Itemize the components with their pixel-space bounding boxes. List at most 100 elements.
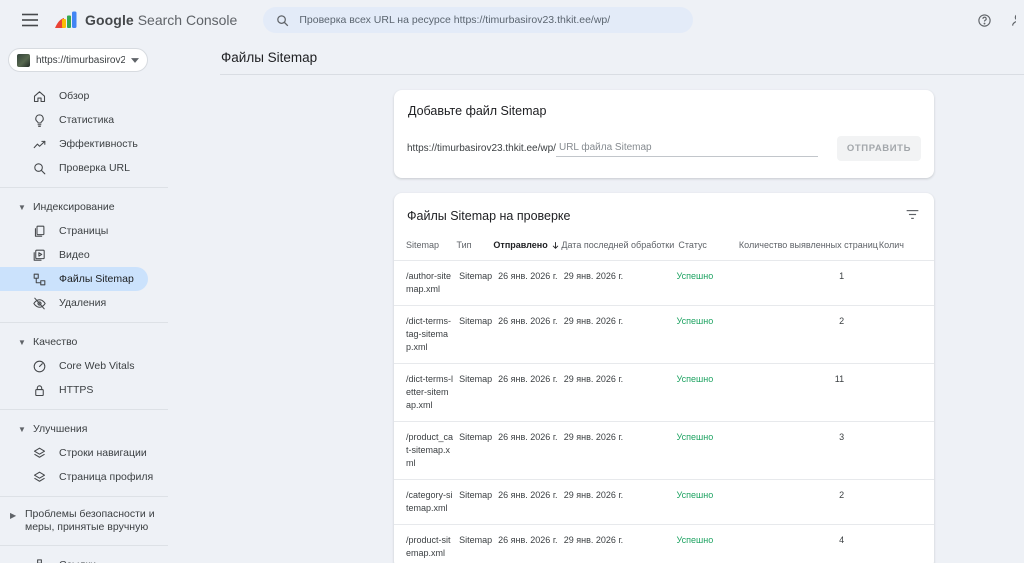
table-row[interactable]: /dict-terms-tag-sitemap.xml Sitemap 26 янв… <box>394 305 934 363</box>
cell-processed: 29 янв. 2026 г. <box>563 432 624 442</box>
cell-processed: 29 янв. 2026 г. <box>563 490 624 500</box>
sidebar-item-страница-профиля[interactable]: Страница профиля <box>0 465 153 489</box>
sidebar-item-файлы-sitemap[interactable]: Файлы Sitemap <box>0 267 148 291</box>
cell-pages: 3 <box>839 432 845 442</box>
column-header-6[interactable]: Колич <box>878 240 904 250</box>
cell-status: Успешно <box>676 316 714 326</box>
sidebar-item-строки-навигации[interactable]: Строки навигации <box>0 441 148 465</box>
cell-type: Sitemap <box>459 316 493 326</box>
cell-type: Sitemap <box>459 374 493 384</box>
main-content: Файлы Sitemap Добавьте файл Sitemap http… <box>220 40 1024 563</box>
table-row[interactable]: /product_cat-sitemap.xml Sitemap 26 янв. 2… <box>394 421 934 479</box>
search-text: Проверка всех URL на ресурсе https://tim… <box>299 14 611 26</box>
search-icon <box>275 13 290 28</box>
table-row[interactable]: /product-sitemap.xml Sitemap 26 янв. 2026 … <box>394 524 934 563</box>
search-icon <box>32 161 47 176</box>
cell-status: Успешно <box>676 490 714 500</box>
sidebar-divider <box>0 187 168 188</box>
account-icon[interactable] <box>1010 12 1016 28</box>
column-header-1[interactable]: Тип <box>456 240 472 250</box>
sidebar-item-страницы[interactable]: Страницы <box>0 219 148 243</box>
cell-status: Успешно <box>676 271 714 281</box>
submit-sitemap-button[interactable]: ОТПРАВИТЬ <box>836 136 921 161</box>
sidebar-item-core-web-vitals[interactable]: Core Web Vitals <box>0 354 148 378</box>
url-inspection-search[interactable]: Проверка всех URL на ресурсе https://tim… <box>263 7 694 33</box>
column-header-5[interactable]: Количество выявленных страниц <box>738 240 878 250</box>
sitemap-url-input[interactable]: URL файла Sitemap <box>555 141 818 157</box>
removals-icon <box>32 296 47 311</box>
lock-icon <box>32 383 47 398</box>
sidebar-item-статистика[interactable]: Статистика <box>0 108 148 132</box>
video-icon <box>32 248 47 263</box>
sidebar-item-label: HTTPS <box>59 384 94 396</box>
pages-icon <box>32 224 47 239</box>
cell-pages: 4 <box>839 535 845 545</box>
sidebar-item-label: Core Web Vitals <box>59 360 135 372</box>
column-header-3[interactable]: Дата последней обработки <box>561 240 675 250</box>
sidebar-section-11[interactable]: ▼ Качество <box>0 330 77 354</box>
chevron-expanded-icon: ▼ <box>18 424 26 434</box>
chevron-down-icon <box>131 57 139 63</box>
menu-icon[interactable] <box>16 6 44 34</box>
help-icon[interactable] <box>977 13 992 28</box>
cell-sitemap-path: /product-sitemap.xml <box>406 535 451 558</box>
cell-processed: 29 янв. 2026 г. <box>563 374 624 384</box>
cell-submitted: 26 янв. 2026 г. <box>498 535 558 545</box>
page-title: Файлы Sitemap <box>221 49 318 65</box>
cell-pages: 1 <box>839 271 845 281</box>
profile-page-icon <box>32 470 47 485</box>
cell-sitemap-path: /dict-terms-tag-sitemap.xml <box>406 316 451 352</box>
cell-pages: 2 <box>839 490 845 500</box>
property-favicon <box>17 53 30 67</box>
chevron-expanded-icon: ▼ <box>18 337 26 347</box>
table-header-row: Sitemap Тип Отправлено Дата последней обраб… <box>394 233 934 260</box>
cell-processed: 29 янв. 2026 г. <box>563 271 624 281</box>
sidebar-divider <box>0 545 168 546</box>
cell-submitted: 26 янв. 2026 г. <box>498 316 558 326</box>
sidebar-item-label: Статистика <box>59 114 115 126</box>
cell-pages: 2 <box>839 316 845 326</box>
breadcrumbs-icon <box>32 446 47 461</box>
sidebar-item-эффективность[interactable]: Эффективность <box>0 132 148 156</box>
column-header-2[interactable]: Отправлено <box>493 239 561 252</box>
sidebar-section-label: Качество <box>33 336 78 348</box>
table-row[interactable]: /dict-terms-letter-sitemap.xml Sitemap 26 … <box>394 363 934 421</box>
sidebar-item-удаления[interactable]: Удаления <box>0 291 148 315</box>
sidebar-section-19[interactable]: ▶ Проблемы безопасности и меры, принятые … <box>0 504 199 538</box>
sidebar-item-label: Эффективность <box>59 138 138 150</box>
links-icon <box>32 558 47 563</box>
sidebar-divider <box>0 322 168 323</box>
gauge-icon <box>32 359 47 374</box>
sort-desc-icon <box>551 241 560 250</box>
sidebar-item-label: Удаления <box>59 297 107 309</box>
sidebar-item-ссылки[interactable]: Ссылки <box>0 553 148 563</box>
column-header-0[interactable]: Sitemap <box>406 240 440 250</box>
submitted-sitemaps-card: Файлы Sitemap на проверке Sitemap Тип Отпр… <box>394 193 934 563</box>
property-selector[interactable]: https://timurbasirov23.t... <box>8 48 148 72</box>
filter-icon[interactable] <box>904 206 921 225</box>
sidebar-item-https[interactable]: HTTPS <box>0 378 148 402</box>
top-app-bar: Google Search Console Проверка всех URL … <box>0 0 1024 40</box>
column-header-4[interactable]: Статус <box>678 240 707 250</box>
sidebar-item-проверка-url[interactable]: Проверка URL <box>0 156 148 180</box>
sidebar-item-label: Обзор <box>59 90 90 102</box>
sidebar-item-видео[interactable]: Видео <box>0 243 148 267</box>
cell-sitemap-path: /category-sitemap.xml <box>406 490 453 513</box>
sidebar-item-label: Строки навигации <box>59 447 147 459</box>
cell-type: Sitemap <box>459 535 493 545</box>
sidebar-divider <box>0 496 168 497</box>
table-row[interactable]: /author-sitemap.xml Sitemap 26 янв. 2026 г… <box>394 260 934 305</box>
sidebar-section-15[interactable]: ▼ Улучшения <box>0 417 87 441</box>
add-sitemap-card: Добавьте файл Sitemap https://timurbasir… <box>394 90 934 178</box>
sidebar-item-обзор[interactable]: Обзор <box>0 84 148 108</box>
table-row[interactable]: /category-sitemap.xml Sitemap 26 янв. 2026… <box>394 479 934 524</box>
sidebar-section-label: Индексирование <box>33 201 115 213</box>
sitemap-url-placeholder: URL файла Sitemap <box>558 141 652 153</box>
sitemaps-table: Sitemap Тип Отправлено Дата последней обраб… <box>394 233 934 563</box>
sidebar-section-5[interactable]: ▼ Индексирование <box>0 195 115 219</box>
sidebar-item-label: Проверка URL <box>59 162 130 174</box>
cell-sitemap-path: /author-sitemap.xml <box>406 271 452 294</box>
cell-pages: 11 <box>834 374 845 384</box>
cell-processed: 29 янв. 2026 г. <box>563 535 624 545</box>
sidebar-divider <box>0 409 168 410</box>
